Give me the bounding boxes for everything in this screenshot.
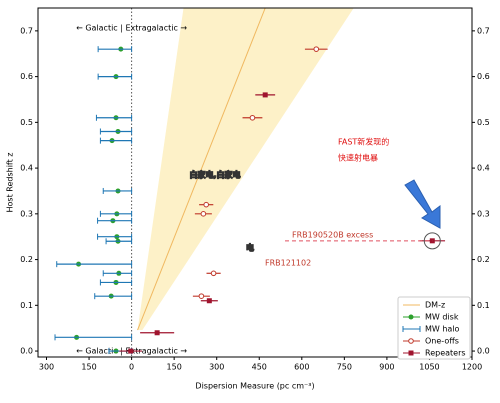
y2-tick-label: 0.5: [477, 118, 490, 127]
point: [200, 211, 207, 217]
point: [154, 330, 160, 336]
legend-label: DM-z: [425, 301, 445, 310]
x-tick-label: 900: [379, 363, 394, 372]
x-tick-label: 600: [294, 363, 309, 372]
legend-box: [397, 296, 471, 360]
annotation: FRB190520B excess: [292, 230, 373, 239]
y-tick-label: 0.2: [20, 255, 33, 264]
x-tick-label: 450: [252, 363, 267, 372]
y-tick-label: 0.6: [20, 72, 33, 81]
y-tick-label: 0.3: [20, 209, 33, 218]
x-tick-label: 1050: [419, 363, 439, 372]
point: [198, 293, 205, 299]
x-tick-label: 1200: [462, 363, 482, 372]
y-tick-label: 0.7: [20, 26, 33, 35]
dmz-band: [137, 8, 354, 331]
point: [128, 348, 134, 354]
point: [262, 92, 268, 98]
y-tick-label: 0.1: [20, 301, 33, 310]
watermark: 白家电,白家电: [189, 170, 240, 180]
legend-label: MW disk: [425, 313, 459, 322]
y-axis-label: Host Redshift z: [6, 153, 15, 213]
y2-tick-label: 0.4: [477, 164, 490, 173]
point: [203, 201, 210, 208]
x-tick-label: 0: [129, 363, 134, 372]
x-tick-label: 300: [209, 363, 224, 372]
y2-tick-label: 0.6: [477, 72, 490, 81]
legend-swatch: [408, 314, 414, 320]
x-tick-label: 300: [39, 363, 54, 372]
x-tick-label: 150: [81, 363, 96, 372]
legend-label: MW halo: [425, 325, 460, 334]
legend-label: Repeaters: [425, 349, 466, 358]
legend-label: One-offs: [425, 337, 459, 346]
point: [313, 46, 320, 52]
watermark: 电: [246, 243, 254, 253]
y-tick-label: 0.4: [20, 164, 33, 173]
legend-swatch: [408, 350, 414, 356]
point: [249, 114, 256, 121]
y2-tick-label: 0.3: [477, 209, 490, 218]
dmz-line: [137, 7, 266, 331]
y2-tick-label: 0.1: [477, 301, 490, 310]
point: [210, 270, 217, 277]
highlight: [423, 232, 441, 250]
annotation: FAST新发现的: [338, 137, 389, 147]
x-tick-label: 150: [167, 363, 182, 372]
annotation: 快速射电暴: [338, 153, 378, 163]
y2-tick-label: 0.0: [477, 347, 490, 356]
annotation: FRB121102: [265, 259, 311, 268]
x-tick-label: 750: [337, 363, 352, 372]
plot-frame: [37, 7, 473, 358]
y2-tick-label: 0.2: [477, 255, 490, 264]
x-axis-label: Dispersion Measure (pc cm⁻³): [195, 382, 314, 391]
point: [206, 298, 212, 304]
y-tick-label: 0.0: [20, 347, 33, 356]
legend-swatch: [408, 338, 414, 344]
y-tick-label: 0.5: [20, 118, 33, 127]
y2-tick-label: 0.7: [477, 26, 490, 35]
annotation: ← Galactic | Extragalactic →: [76, 24, 187, 33]
legend: DM-z MW disk MW halo One-offs Repeaters: [397, 296, 471, 360]
arrow: [404, 179, 441, 229]
